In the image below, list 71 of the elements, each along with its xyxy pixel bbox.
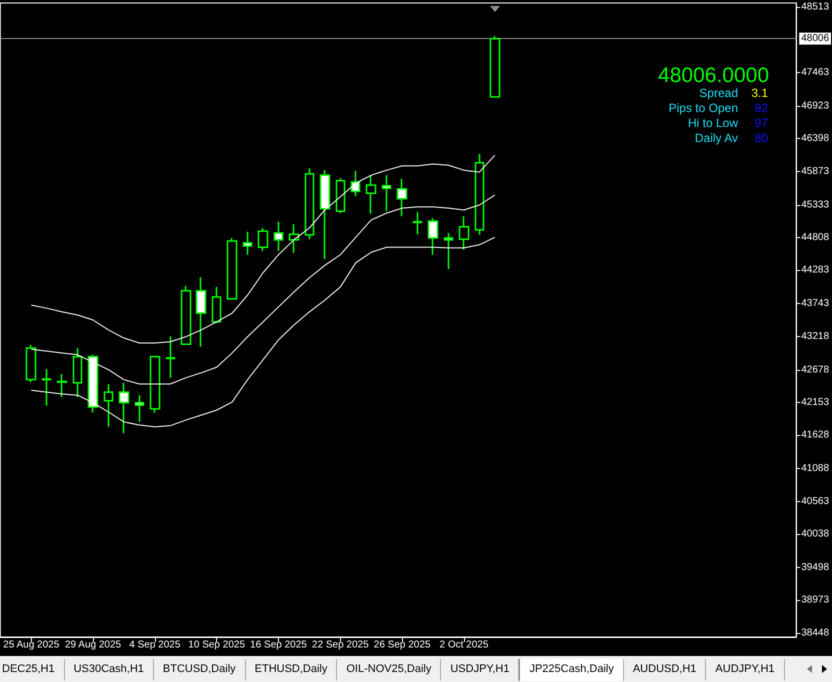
y-tick-label: 41088 (801, 463, 830, 474)
text: ETHUSD,Daily (246, 659, 338, 681)
y-tick-label: 47463 (801, 66, 830, 78)
candlestick (258, 227, 268, 252)
candlestick (56, 373, 68, 398)
candlestick (304, 168, 314, 240)
y-tick-label: 40563 (801, 496, 830, 507)
text: US30Cash,H1 (64, 659, 154, 681)
text: DEC25,H1 (0, 659, 65, 681)
text: 80 (754, 131, 768, 145)
candlestick (226, 237, 238, 300)
candlestick (134, 394, 144, 423)
x-tick-label: 29 Aug 2025 (64, 640, 122, 650)
candlestick (412, 211, 422, 235)
candlestick (104, 383, 114, 428)
candlestick (242, 230, 252, 256)
x-tick-label: 26 Sep 2025 (374, 640, 431, 650)
text: Daily Av (694, 131, 738, 145)
ref-line-label: 48006 (801, 33, 830, 44)
text: Hi to Low (688, 116, 738, 130)
y-tick-label: 44808 (801, 232, 830, 243)
candlestick (336, 178, 346, 214)
candlestick (350, 170, 360, 198)
text: 3.1 (751, 86, 768, 100)
y-tick-label: 48513 (801, 2, 830, 13)
y-tick-label: 45333 (801, 199, 830, 210)
x-tick-label: 10 Sep 2025 (188, 640, 246, 650)
candlestick (320, 169, 330, 260)
candlestick (72, 347, 82, 398)
x-tick-label: 25 Aug 2025 (3, 640, 60, 650)
y-tick-label: 42678 (801, 364, 830, 376)
candlestick (366, 174, 376, 214)
y-tick-label: 44283 (801, 264, 830, 276)
candlestick (458, 215, 470, 251)
candlestick (490, 35, 500, 98)
text: Spread (699, 86, 738, 100)
y-tick-label: 39498 (801, 562, 830, 574)
x-tick-label: 2 Oct 2025 (439, 640, 489, 650)
text: USDJPY,H1 (441, 659, 520, 681)
y-tick-label: 43218 (801, 330, 830, 342)
text: OIL-NOV25,Daily (337, 659, 442, 681)
candlestick (150, 355, 160, 414)
candlestick (274, 221, 284, 252)
text: AUDUSD,H1 (624, 659, 706, 681)
candlestick (180, 285, 192, 345)
text: JP225Cash,Daily (519, 659, 624, 681)
candlestick (42, 368, 52, 407)
x-tick-label: 16 Sep 2025 (250, 640, 308, 650)
candlestick (26, 344, 36, 383)
y-tick-label: 46398 (801, 133, 830, 144)
line-series (30, 154, 496, 344)
y-tick-label: 38973 (801, 594, 830, 606)
text: BTCUSD,Daily (154, 659, 246, 681)
y-tick-label: 38448 (801, 627, 830, 638)
text: 48006.0000 (658, 64, 769, 88)
candlestick (288, 224, 300, 254)
y-tick-label: 43743 (801, 298, 830, 310)
y-tick-label: 40038 (801, 528, 830, 540)
text: 97 (754, 116, 768, 130)
candlestick (474, 153, 484, 236)
text: AUDJPY,H1 (706, 659, 785, 681)
x-tick-label: 22 Sep 2025 (312, 640, 370, 650)
y-tick-label: 45873 (801, 166, 830, 177)
candlestick (166, 335, 176, 379)
text: Pips to Open (668, 101, 738, 115)
candlestick (212, 286, 222, 324)
x-tick-label: 4 Sep 2025 (129, 640, 181, 650)
y-tick-label: 41628 (801, 430, 830, 441)
y-tick-label: 42153 (801, 396, 830, 408)
y-tick-label: 46923 (801, 100, 830, 112)
text: 92 (754, 101, 768, 115)
